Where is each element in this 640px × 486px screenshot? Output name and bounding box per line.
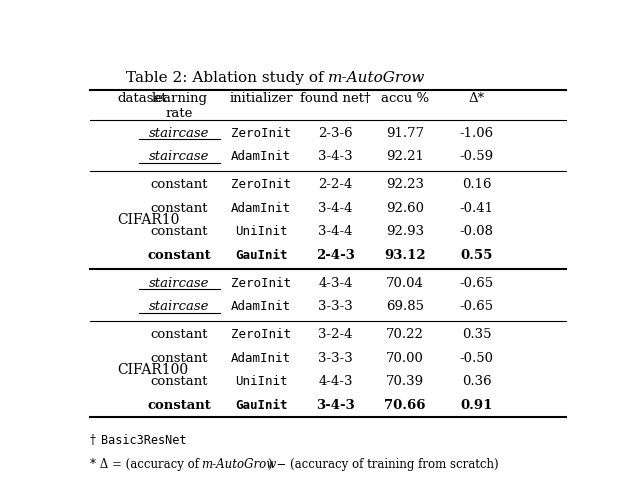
Text: -0.59: -0.59 [460, 150, 494, 163]
Text: staircase: staircase [149, 277, 209, 290]
Text: 93.12: 93.12 [384, 249, 426, 262]
Text: -0.50: -0.50 [460, 351, 494, 364]
Text: AdamInit: AdamInit [231, 150, 291, 163]
Text: 70.04: 70.04 [386, 277, 424, 290]
Text: .: . [412, 71, 416, 86]
Text: accu %: accu % [381, 92, 429, 105]
Text: CIFAR100: CIFAR100 [117, 363, 188, 377]
Text: constant: constant [147, 399, 211, 412]
Text: ZeroInit: ZeroInit [231, 328, 291, 341]
Text: Table 2: Ablation study of: Table 2: Ablation study of [125, 71, 328, 86]
Text: ZeroInit: ZeroInit [231, 277, 291, 290]
Text: -0.65: -0.65 [460, 277, 494, 290]
Text: 0.35: 0.35 [462, 328, 492, 341]
Text: dataset: dataset [117, 92, 166, 105]
Text: AdamInit: AdamInit [231, 300, 291, 313]
Text: 2-4-3: 2-4-3 [316, 249, 355, 262]
Text: learning
rate: learning rate [151, 92, 207, 120]
Text: 0.91: 0.91 [461, 399, 493, 412]
Text: GauInit: GauInit [235, 399, 287, 412]
Text: constant: constant [150, 178, 208, 191]
Text: 0.16: 0.16 [462, 178, 492, 191]
Text: 70.39: 70.39 [386, 375, 424, 388]
Text: -1.06: -1.06 [460, 127, 494, 139]
Text: 92.93: 92.93 [386, 225, 424, 238]
Text: ZeroInit: ZeroInit [231, 127, 291, 139]
Text: -0.65: -0.65 [460, 300, 494, 313]
Text: †: † [90, 434, 100, 447]
Text: staircase: staircase [149, 150, 209, 163]
Text: found net†: found net† [300, 92, 371, 105]
Text: staircase: staircase [149, 127, 209, 139]
Text: 3-4-3: 3-4-3 [316, 399, 355, 412]
Text: 3-3-3: 3-3-3 [318, 300, 353, 313]
Text: ) − (accuracy of training from scratch): ) − (accuracy of training from scratch) [269, 458, 499, 471]
Text: constant: constant [150, 225, 208, 238]
Text: 3-2-4: 3-2-4 [318, 328, 353, 341]
Text: 92.60: 92.60 [386, 202, 424, 215]
Text: 0.55: 0.55 [461, 249, 493, 262]
Text: 92.21: 92.21 [386, 150, 424, 163]
Text: 4-3-4: 4-3-4 [318, 277, 353, 290]
Text: 2-3-6: 2-3-6 [318, 127, 353, 139]
Text: UniInit: UniInit [235, 375, 287, 388]
Text: 3-4-4: 3-4-4 [318, 225, 353, 238]
Text: 70.00: 70.00 [386, 351, 424, 364]
Text: initializer: initializer [229, 92, 293, 105]
Text: Basic3ResNet: Basic3ResNet [101, 434, 186, 447]
Text: 0.36: 0.36 [462, 375, 492, 388]
Text: 91.77: 91.77 [386, 127, 424, 139]
Text: staircase: staircase [149, 300, 209, 313]
Text: 3-3-3: 3-3-3 [318, 351, 353, 364]
Text: 70.22: 70.22 [386, 328, 424, 341]
Text: -0.41: -0.41 [460, 202, 494, 215]
Text: -0.08: -0.08 [460, 225, 494, 238]
Text: 2-2-4: 2-2-4 [318, 178, 353, 191]
Text: constant: constant [150, 328, 208, 341]
Text: constant: constant [147, 249, 211, 262]
Text: 4-4-3: 4-4-3 [318, 375, 353, 388]
Text: AdamInit: AdamInit [231, 351, 291, 364]
Text: * Δ = (accuracy of: * Δ = (accuracy of [90, 458, 203, 471]
Text: UniInit: UniInit [235, 225, 287, 238]
Text: AdamInit: AdamInit [231, 202, 291, 215]
Text: constant: constant [150, 351, 208, 364]
Text: m-AutoGrow: m-AutoGrow [202, 458, 276, 471]
Text: Δ*: Δ* [468, 92, 485, 105]
Text: constant: constant [150, 202, 208, 215]
Text: 3-4-4: 3-4-4 [318, 202, 353, 215]
Text: ZeroInit: ZeroInit [231, 178, 291, 191]
Text: 70.66: 70.66 [384, 399, 426, 412]
Text: 92.23: 92.23 [386, 178, 424, 191]
Text: m-AutoGrow: m-AutoGrow [328, 71, 425, 86]
Text: 3-4-3: 3-4-3 [318, 150, 353, 163]
Text: 69.85: 69.85 [386, 300, 424, 313]
Text: CIFAR10: CIFAR10 [117, 213, 180, 227]
Text: constant: constant [150, 375, 208, 388]
Text: GauInit: GauInit [235, 249, 287, 262]
